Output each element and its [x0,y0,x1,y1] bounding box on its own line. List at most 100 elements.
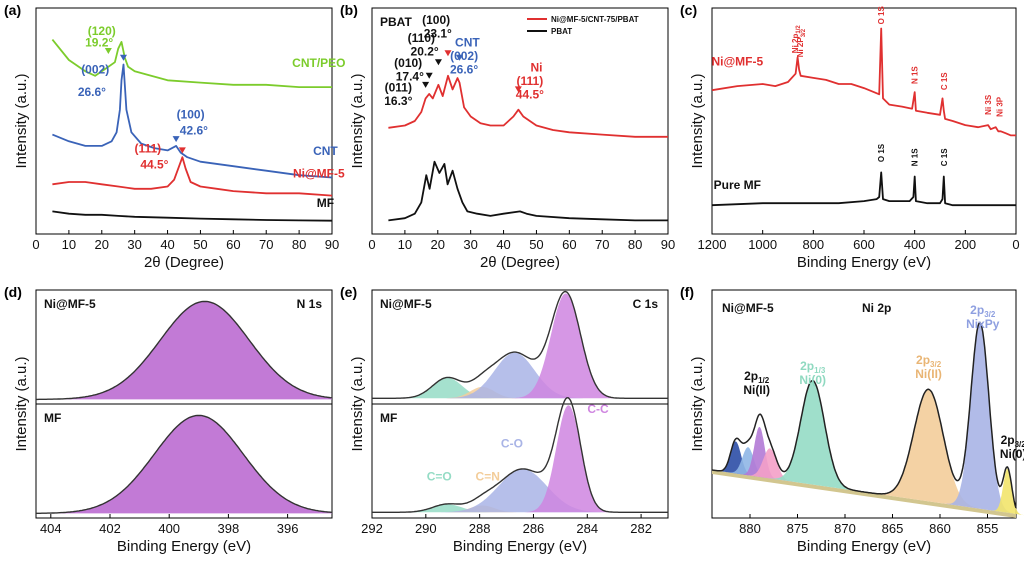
series-line-ni-mf-5 [711,27,1016,137]
peak-label-subscript: 1/2 [796,25,802,34]
corner-label: N 1s [297,297,323,311]
sample-label: Ni@MF-5 [380,297,432,311]
fit-peak-area [738,426,781,480]
annotation: (100) [177,108,205,122]
x-tick-label: 870 [834,521,856,536]
annotation: 42.6° [180,124,208,138]
annotation: 23.1° [424,26,452,40]
x-axis-label: Binding Energy (eV) [453,538,587,555]
plot-frame [371,7,669,235]
peak-label: 2p3/2 [916,353,942,369]
peak-label-species: Ni(0) [799,373,826,387]
plot-frame [711,289,1017,519]
x-tick-label: 30 [463,237,477,252]
component-label: C-C [587,402,609,416]
peak-label-subscript: 3/2 [984,310,996,319]
annotation: (120) [88,24,116,38]
peak-marker-icon [455,54,463,61]
annotation: 20.2° [411,44,439,58]
x-tick-label: 10 [398,237,412,252]
x-tick-label: 875 [787,521,809,536]
y-axis-label: Intensity (a.u.) [13,73,30,168]
peak-marker-icon [444,50,452,57]
x-tick-label: 70 [595,237,609,252]
series-line-pure-mf [711,171,1016,207]
x-tick-label: 20 [431,237,445,252]
panel-letter: (b) [340,2,358,18]
peak-label-main: 2p [800,359,814,373]
x-tick-label: 1000 [748,237,777,252]
x-tick-label: 90 [325,237,339,252]
peak-label: Ni 3P [995,96,1004,117]
fit-peak-c-o [372,504,668,513]
x-tick-label: 855 [977,521,999,536]
peak-label-species: Ni(0) [1000,447,1024,461]
fit-peak-c-o [372,469,668,513]
peak-label: 2p3/2 [970,303,996,319]
panel-letter: (a) [4,2,21,18]
peak-label-text: C 1S [940,148,949,166]
annotation: (002) [450,49,478,63]
annotation: Pure MF [714,178,761,192]
annotation: (111) [517,74,544,88]
peak-label-species: NixPy [966,317,1000,331]
annotation: (010) [394,56,422,70]
peak-label: N 1S [911,66,920,84]
sample-label: MF [380,411,397,425]
plot-frame [35,7,333,235]
peak-marker-icon [178,147,186,154]
peak-label-subscript: 3/2 [930,360,942,369]
peak-label: Ni 2p1/2 [791,25,802,54]
x-tick-label: 0 [32,237,39,252]
corner-label: Ni 2p [862,301,891,315]
x-tick-label: 284 [576,521,598,536]
peak-label-text: O 1S [877,6,886,25]
x-tick-label: 60 [226,237,240,252]
x-tick-label: 400 [158,521,180,536]
panel-letter: (f) [680,284,694,300]
chart-title: PBAT [380,15,412,29]
fit-peak-area [765,380,861,492]
x-axis-label: 2θ (Degree) [480,254,560,271]
y-axis-label: Intensity (a.u.) [689,356,706,451]
panel-a: 0 10 20 30 40 50 60 70 80 90 2θ (Degree) Intensity … [4,2,346,271]
peak-label-text: N 1S [911,148,920,166]
legend-entry: PBAT [551,27,572,36]
fit-peak-area [36,301,332,400]
corner-label: C 1s [633,297,659,311]
baseline-band [712,470,1016,518]
annotation: Ni@MF-5 [711,55,763,69]
plot-frame [711,7,1017,235]
peak-label: C 1S [940,148,949,166]
peak-label-text: Ni 2P [796,37,805,58]
sample-label: Ni@MF-5 [44,297,96,311]
component-label: C=N [476,469,500,483]
peak-label-text: N 1S [911,66,920,84]
fit-peak-area [743,448,797,483]
annotation: 26.6° [450,63,478,77]
panel-e: 292 290 288 286 284 282 Binding Energy (eV) Int… [340,284,669,555]
annotation: (110) [408,31,435,45]
peak-label-species: Ni(II) [915,367,942,381]
x-tick-label: 292 [361,521,383,536]
x-tick-label: 50 [529,237,543,252]
envelope-line [711,321,1017,509]
peak-label-text: Ni 3S [984,94,993,115]
peak-label-subscript: 1/3 [814,366,826,375]
peak-label: N 1S [911,148,920,166]
annotation: 17.4° [396,69,424,83]
x-tick-label: 402 [99,521,121,536]
series-line-ni-mf-5 [52,156,333,197]
x-tick-label: 80 [292,237,306,252]
x-tick-label: 282 [630,521,652,536]
panel-f: 880 875 870 865 860 855 Binding Energy (eV) Int… [680,284,1024,555]
x-tick-label: 80 [628,237,642,252]
x-tick-label: 396 [277,521,299,536]
sample-label: MF [44,411,61,425]
peak-label-main: 2p [744,369,758,383]
x-tick-label: 60 [562,237,576,252]
peak-marker-icon [434,59,442,66]
peak-marker-icon [172,136,180,143]
peak-label-text: O 1S [877,143,886,162]
